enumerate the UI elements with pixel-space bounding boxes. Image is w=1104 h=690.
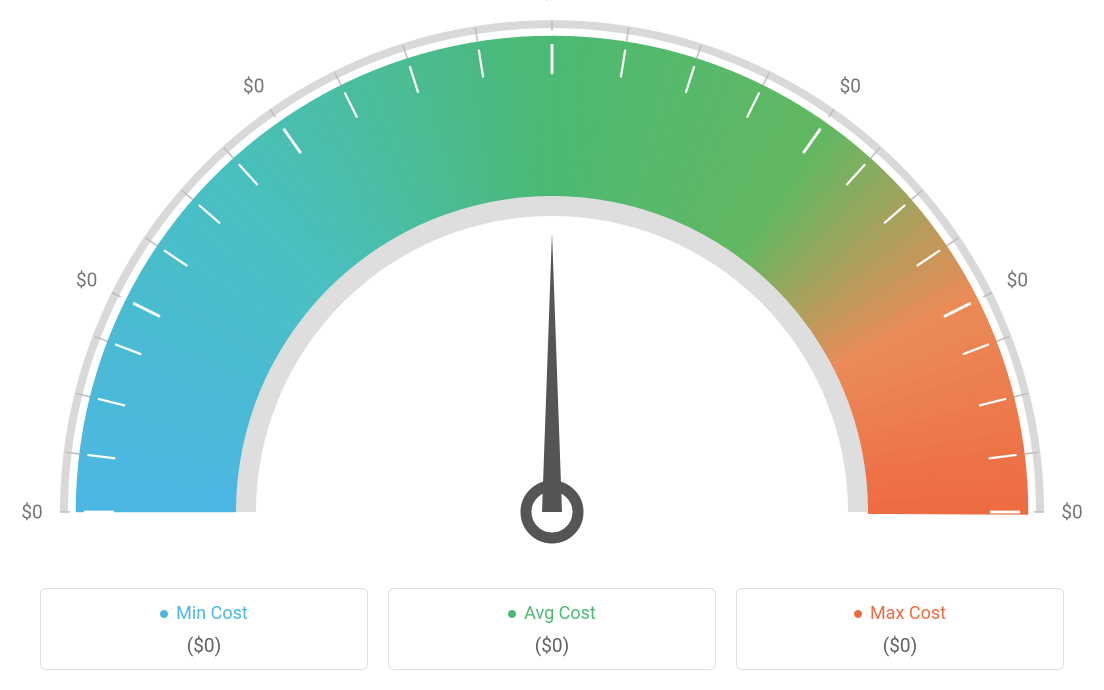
gauge-tick-label: $0	[840, 75, 861, 98]
gauge-tick-label: $0	[76, 268, 97, 291]
legend-value-avg: ($0)	[399, 634, 705, 657]
legend-dot-avg	[508, 610, 516, 618]
gauge-tick-label: $0	[541, 0, 562, 4]
gauge-tick-label: $0	[1061, 501, 1082, 524]
legend-value-max: ($0)	[747, 634, 1053, 657]
gauge-container: $0 $0 $0 $0 $0 $0 $0	[0, 0, 1104, 560]
legend-label-min: Min Cost	[176, 603, 248, 624]
legend-card-min: Min Cost ($0)	[40, 588, 368, 671]
legend-title-avg: Avg Cost	[508, 603, 596, 624]
legend-card-max: Max Cost ($0)	[736, 588, 1064, 671]
legend-title-max: Max Cost	[854, 603, 946, 624]
legend-dot-max	[854, 610, 862, 618]
legend-label-avg: Avg Cost	[524, 603, 596, 624]
legend-label-max: Max Cost	[870, 603, 946, 624]
legend-value-min: ($0)	[51, 634, 357, 657]
legend-dot-min	[160, 610, 168, 618]
gauge-tick-label: $0	[1007, 268, 1028, 291]
gauge-chart	[0, 0, 1104, 560]
gauge-tick-label: $0	[243, 75, 264, 98]
legend-row: Min Cost ($0) Avg Cost ($0) Max Cost ($0…	[40, 588, 1064, 671]
gauge-tick-label: $0	[21, 501, 42, 524]
legend-card-avg: Avg Cost ($0)	[388, 588, 716, 671]
legend-title-min: Min Cost	[160, 603, 248, 624]
